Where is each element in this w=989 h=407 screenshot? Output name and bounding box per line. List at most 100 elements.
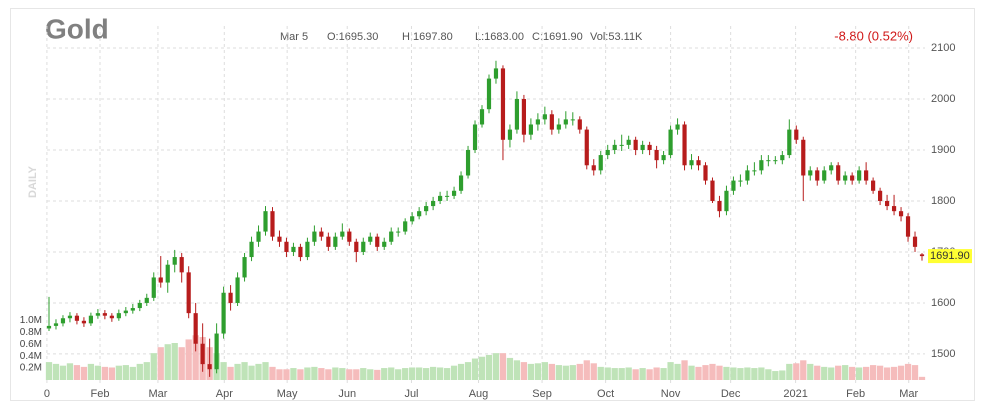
x-tick-label: Sep	[532, 388, 552, 400]
candle-body	[619, 144, 624, 146]
volume-bar	[876, 365, 884, 380]
volume-bar	[779, 370, 786, 380]
candle-body	[235, 277, 240, 303]
candle-body	[116, 313, 121, 319]
candle-body	[361, 241, 366, 252]
candle-body	[864, 170, 869, 181]
volume-bar	[716, 365, 723, 380]
volume-bar	[143, 362, 150, 380]
candle-body	[438, 195, 443, 201]
volume-bar	[220, 362, 227, 380]
volume-bar	[353, 369, 360, 380]
volume-bar	[548, 363, 555, 380]
candle-body	[221, 292, 226, 334]
volume-bar	[241, 362, 248, 380]
volume-bar	[276, 369, 283, 380]
candle-body	[696, 160, 701, 166]
candle-body	[703, 165, 708, 181]
candle-body	[521, 98, 527, 135]
volume-bar	[73, 365, 81, 380]
volume-bar	[192, 335, 199, 380]
candle-body	[682, 124, 687, 166]
y-tick-label: 1900	[931, 144, 955, 156]
header-volume: Vol:53.11K	[590, 31, 643, 43]
volume-bar	[793, 363, 800, 380]
volume-bar	[702, 365, 709, 380]
volume-bar	[849, 366, 856, 380]
candle-body	[612, 144, 617, 150]
volume-bar	[367, 369, 374, 380]
volume-bar	[450, 365, 458, 380]
volume-bar	[94, 365, 102, 380]
candle-body	[633, 139, 638, 150]
candle-body	[507, 129, 513, 140]
candle-body	[570, 119, 575, 121]
candle-body	[312, 231, 317, 242]
volume-bar	[590, 363, 597, 380]
volume-bar	[122, 365, 129, 380]
candle-body	[654, 149, 659, 161]
volume-bar	[814, 365, 821, 380]
candle-body	[151, 277, 156, 298]
chart-frame	[10, 8, 975, 401]
candle-body	[898, 211, 904, 217]
candle-body	[514, 98, 520, 130]
candle-body	[605, 149, 610, 156]
volume-bar	[758, 367, 765, 380]
volume-bar	[856, 367, 863, 380]
volume-bar	[681, 360, 688, 380]
volume-bar	[45, 362, 53, 380]
header-change: -8.80 (0.52%)	[834, 28, 913, 43]
chart-title: Gold	[45, 13, 109, 44]
volume-bar	[541, 362, 549, 380]
candle-body	[668, 129, 673, 156]
candle-body	[389, 231, 394, 242]
volume-bar	[772, 371, 779, 380]
volume-bar	[618, 368, 625, 380]
volume-bar	[751, 368, 758, 380]
volume-bar	[80, 366, 88, 380]
header-date: Mar 5	[280, 31, 308, 43]
candle-body	[130, 308, 135, 311]
volume-bar	[492, 353, 500, 380]
candle-body	[556, 124, 561, 130]
x-tick-label: Mar	[148, 388, 167, 400]
volume-bar	[234, 363, 241, 380]
volume-bar	[890, 366, 898, 380]
candle-body	[277, 236, 282, 242]
volume-bar	[290, 368, 297, 380]
candle-body	[298, 246, 303, 258]
volume-bar	[108, 367, 115, 380]
volume-bar	[157, 347, 164, 380]
candle-body	[500, 68, 506, 140]
candle-body	[347, 231, 352, 242]
candle-body	[878, 190, 883, 201]
candle-body	[424, 206, 429, 212]
candle-body	[172, 257, 177, 265]
candle-body	[410, 216, 415, 222]
x-tick-label: Nov	[661, 388, 681, 400]
x-tick-label: Feb	[846, 388, 865, 400]
volume-bar	[436, 367, 444, 380]
candle-body	[137, 302, 142, 309]
candle-body	[675, 124, 680, 130]
volume-bar	[653, 367, 660, 380]
candle-body	[822, 170, 827, 181]
volume-bar	[667, 362, 674, 380]
candle-body	[179, 257, 184, 273]
volume-bar	[171, 343, 178, 380]
volume-bar	[639, 368, 646, 380]
volume-bar	[374, 369, 381, 380]
x-tick-label: Apr	[216, 388, 233, 400]
candle-body	[382, 241, 387, 247]
candle-body	[319, 231, 324, 237]
candle-body	[850, 175, 855, 181]
x-tick-label: Feb	[90, 388, 109, 400]
x-tick-label: Aug	[469, 388, 489, 400]
volume-bar	[297, 369, 304, 380]
volume-bar	[674, 363, 681, 380]
candle-body	[905, 216, 911, 237]
candle-body	[305, 241, 310, 258]
candle-body	[724, 190, 729, 212]
